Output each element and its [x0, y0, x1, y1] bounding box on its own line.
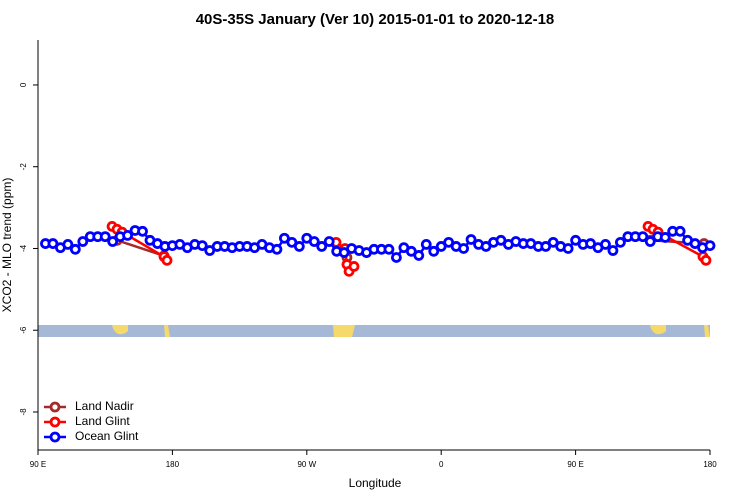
legend-marker [49, 416, 61, 428]
legend-label: Ocean Glint [75, 429, 139, 443]
y-tick-label: -6 [19, 326, 28, 334]
map-strip [38, 325, 710, 337]
data-point [77, 236, 89, 247]
data-point [615, 236, 626, 248]
data-point [69, 243, 81, 255]
x-tick-label: 0 [439, 460, 444, 469]
data-point [62, 238, 74, 250]
data-point [413, 250, 425, 261]
data-point [107, 236, 119, 247]
data-point [644, 236, 656, 247]
data-point [600, 238, 611, 250]
data-point [122, 229, 133, 241]
x-tick-label: 90 W [297, 460, 316, 469]
data-point [308, 236, 320, 247]
data-point [637, 231, 649, 243]
data-point [271, 243, 283, 255]
data-point [390, 252, 402, 263]
data-point [674, 225, 686, 237]
data-point [607, 245, 619, 256]
data-point [659, 232, 671, 243]
data-point [161, 254, 173, 266]
y-tick-label: 0 [19, 82, 28, 87]
data-point [99, 231, 111, 243]
y-tick-label: -8 [19, 408, 28, 416]
data-point [562, 243, 574, 254]
x-tick-label: 180 [703, 460, 717, 469]
data-point [137, 225, 148, 237]
legend-label: Land Glint [75, 414, 130, 428]
data-point [704, 240, 716, 252]
data-point [420, 238, 432, 250]
x-axis-label: Longitude [349, 476, 402, 490]
data-point [465, 234, 477, 245]
x-tick-label: 180 [166, 460, 180, 469]
data-point [458, 243, 470, 254]
y-axis-label: XCO2 - MLO trend (ppm) [0, 178, 14, 313]
x-tick-label: 90 E [30, 460, 46, 469]
data-point [700, 254, 712, 266]
data-point [323, 236, 335, 247]
y-tick-label: -4 [19, 244, 28, 252]
data-point [383, 243, 395, 255]
y-tick-label: -2 [19, 163, 28, 171]
x-tick-label: 90 E [567, 460, 583, 469]
chart-title: 40S-35S January (Ver 10) 2015-01-01 to 2… [196, 11, 555, 28]
legend-marker [49, 401, 61, 413]
data-point [316, 241, 328, 252]
data-point [348, 261, 360, 272]
data-point [428, 245, 440, 257]
legend-label: Land Nadir [75, 399, 134, 413]
legend-marker [49, 431, 61, 443]
data-point [196, 240, 208, 252]
data-point [293, 241, 305, 252]
